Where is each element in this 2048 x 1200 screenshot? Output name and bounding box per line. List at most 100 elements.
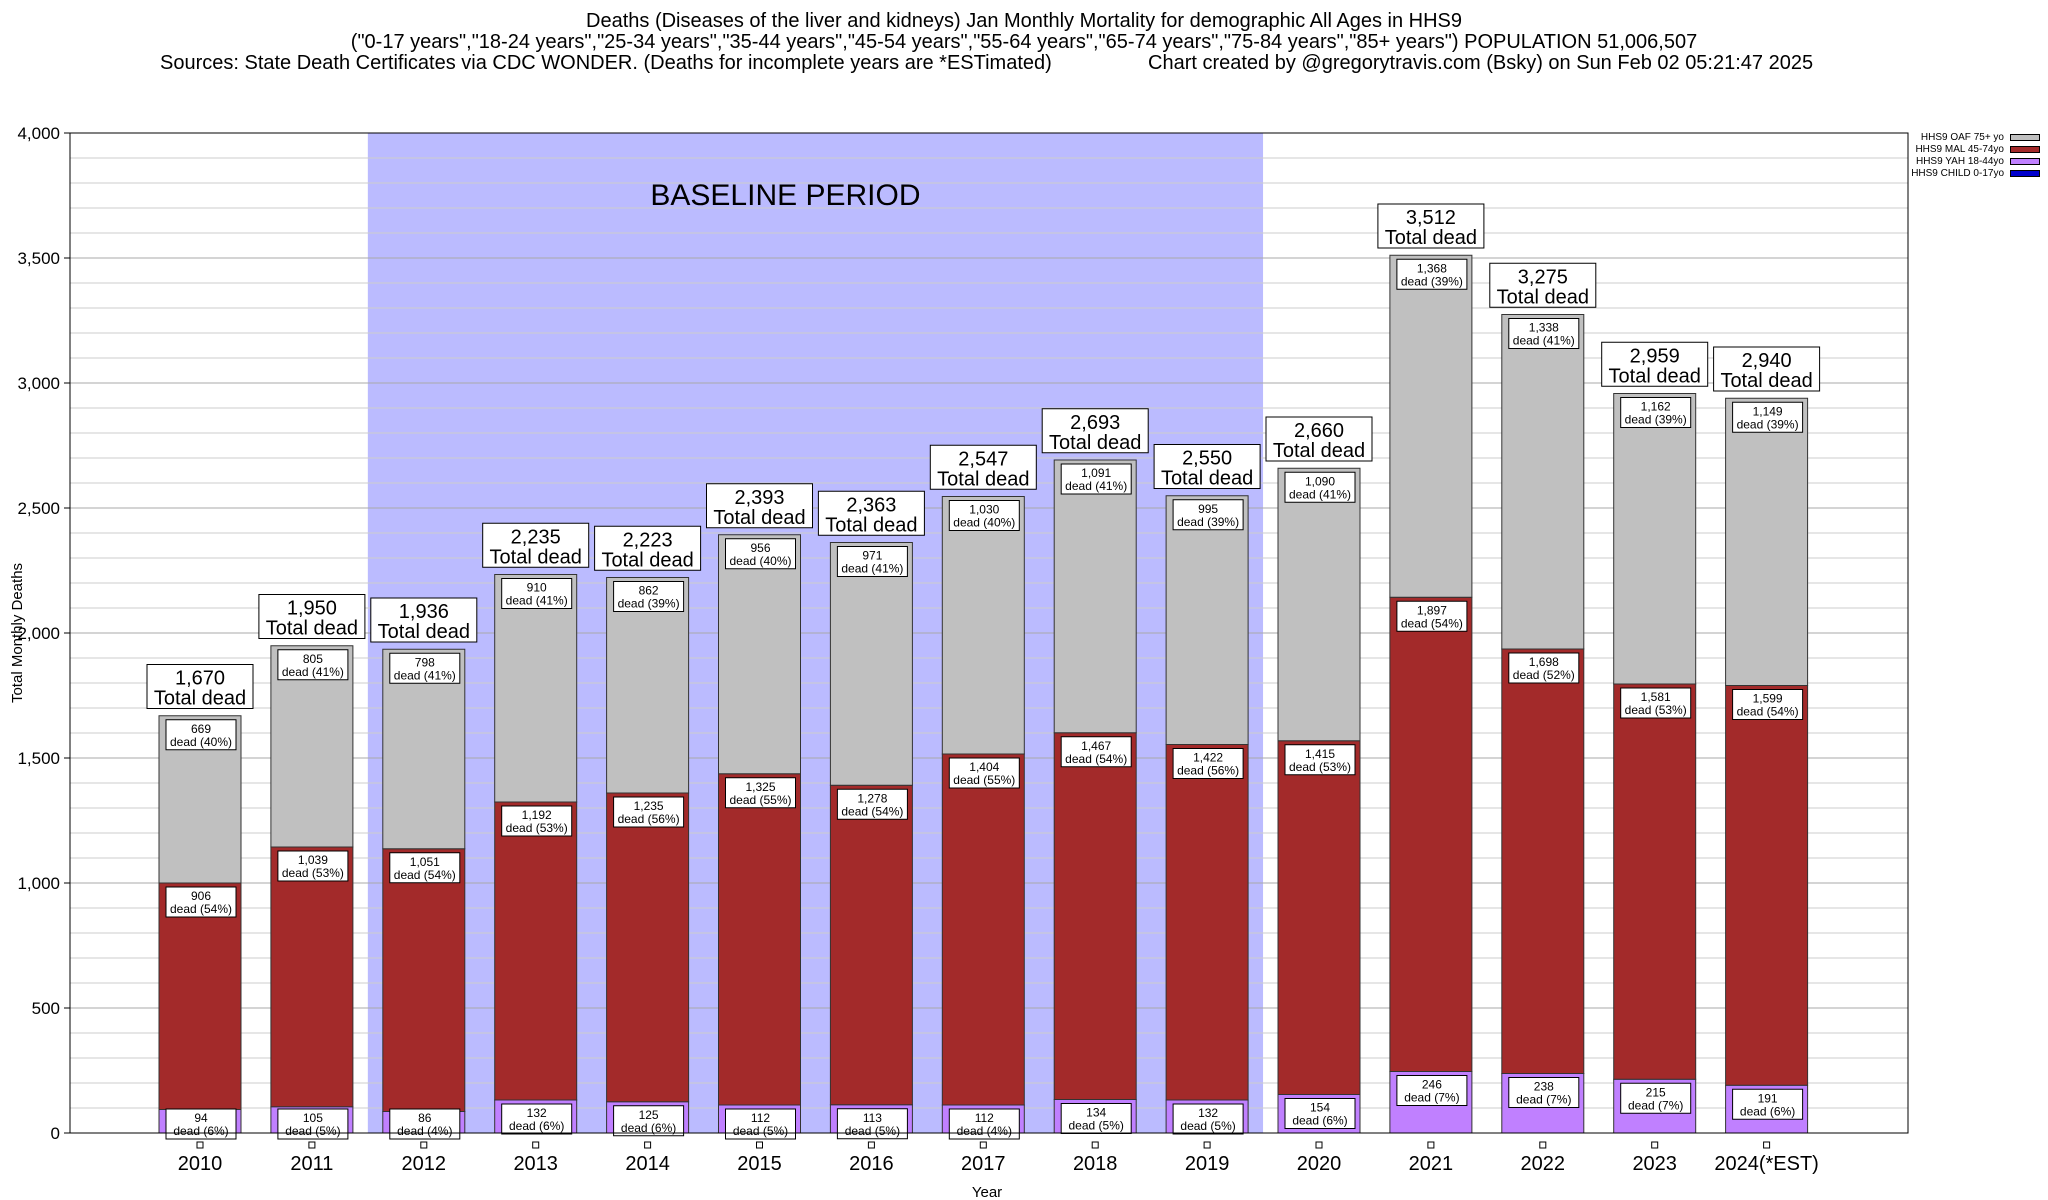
x-tick-label: 2015 bbox=[737, 1153, 782, 1175]
legend-item: HHS9 CHILD 0-17yo bbox=[1911, 167, 2040, 179]
bar-segment bbox=[829, 542, 913, 786]
segment-value-label: 86 bbox=[418, 1111, 432, 1125]
segment-label-box bbox=[501, 805, 573, 837]
segment-percent-label: dead (5%) bbox=[733, 1124, 788, 1138]
bar-segment bbox=[1389, 596, 1473, 1072]
segment-percent-label: dead (53%) bbox=[1625, 703, 1687, 717]
segment-value-label: 1,897 bbox=[1417, 603, 1447, 617]
bar-segment bbox=[494, 801, 578, 1101]
segment-percent-label: dead (39%) bbox=[618, 597, 680, 611]
segment-value-label: 956 bbox=[750, 541, 770, 555]
chart-legend: HHS9 OAF 75+ yo HHS9 MAL 45-74yo HHS9 YA… bbox=[1911, 131, 2040, 179]
x-axis-title: Year bbox=[972, 1184, 1002, 1200]
segment-label-box bbox=[1060, 463, 1132, 495]
segment-percent-label: dead (6%) bbox=[1292, 1114, 1347, 1128]
segment-percent-label: dead (55%) bbox=[953, 773, 1015, 787]
segment-label-box bbox=[1396, 258, 1468, 290]
x-tick-marker bbox=[1651, 1141, 1659, 1149]
legend-item: HHS9 MAL 45-74yo bbox=[1911, 143, 2040, 155]
segment-percent-label: dead (5%) bbox=[1180, 1119, 1235, 1133]
segment-label-box bbox=[165, 1108, 237, 1140]
bar-segment bbox=[1725, 685, 1809, 1086]
segment-percent-label: dead (5%) bbox=[285, 1124, 340, 1138]
y-tick-label: 2,500 bbox=[17, 499, 60, 518]
legend-swatch bbox=[2010, 145, 2040, 153]
legend-item: HHS9 YAH 18-44yo bbox=[1911, 155, 2040, 167]
segment-label-box bbox=[836, 1108, 908, 1140]
segment-label-box bbox=[1172, 748, 1244, 779]
segment-value-label: 1,278 bbox=[857, 791, 887, 805]
segment-percent-label: dead (41%) bbox=[506, 594, 568, 608]
x-tick-label: 2011 bbox=[290, 1153, 333, 1175]
segment-percent-label: dead (4%) bbox=[957, 1124, 1012, 1138]
y-tick-label: 1,500 bbox=[17, 749, 60, 768]
x-tick-marker bbox=[1539, 1141, 1547, 1149]
segment-percent-label: dead (56%) bbox=[1177, 764, 1239, 778]
segment-value-label: 1,162 bbox=[1641, 400, 1671, 414]
x-tick-label: 2021 bbox=[1409, 1153, 1454, 1175]
bar-segment bbox=[718, 534, 801, 775]
total-suffix-label: Total dead bbox=[1385, 227, 1477, 249]
total-suffix-label: Total dead bbox=[1720, 370, 1812, 392]
segment-value-label: 1,090 bbox=[1305, 474, 1335, 488]
bar-segment bbox=[1277, 467, 1361, 742]
segment-label-box bbox=[1732, 401, 1804, 433]
segment-label-box bbox=[1508, 318, 1580, 349]
total-suffix-label: Total dead bbox=[1497, 286, 1589, 308]
total-suffix-label: Total dead bbox=[937, 468, 1029, 490]
segment-label-box bbox=[1396, 1075, 1468, 1106]
y-tick-label: 3,500 bbox=[17, 249, 60, 268]
segment-label-box bbox=[836, 788, 908, 820]
total-value-label: 2,940 bbox=[1742, 350, 1792, 372]
segment-value-label: 132 bbox=[1198, 1106, 1218, 1120]
x-tick-marker bbox=[1763, 1141, 1771, 1149]
total-label-box bbox=[817, 490, 925, 536]
x-tick-marker bbox=[1427, 1141, 1435, 1149]
segment-value-label: 1,051 bbox=[410, 855, 440, 869]
total-label-box bbox=[1601, 341, 1709, 387]
segment-value-label: 125 bbox=[639, 1108, 659, 1122]
total-label-box bbox=[370, 597, 478, 643]
total-value-label: 2,660 bbox=[1294, 420, 1344, 442]
segment-percent-label: dead (53%) bbox=[506, 821, 568, 835]
total-suffix-label: Total dead bbox=[266, 618, 358, 640]
segment-percent-label: dead (39%) bbox=[1737, 417, 1799, 431]
bar-segment bbox=[941, 496, 1025, 755]
total-label-box bbox=[706, 483, 813, 529]
total-value-label: 2,547 bbox=[958, 448, 1008, 470]
segment-percent-label: dead (5%) bbox=[845, 1124, 900, 1138]
total-label-box bbox=[1713, 346, 1821, 392]
segment-percent-label: dead (54%) bbox=[394, 868, 456, 882]
y-tick-label: 500 bbox=[32, 999, 60, 1018]
bar-segment bbox=[494, 574, 578, 803]
x-tick-marker bbox=[644, 1141, 652, 1149]
baseline-period-label: BASELINE PERIOD bbox=[650, 179, 920, 212]
segment-percent-label: dead (6%) bbox=[509, 1119, 564, 1133]
segment-value-label: 105 bbox=[303, 1111, 323, 1125]
total-label-box bbox=[929, 444, 1037, 490]
segment-label-box bbox=[725, 1108, 796, 1140]
total-suffix-label: Total dead bbox=[1161, 468, 1253, 490]
segment-percent-label: dead (41%) bbox=[394, 668, 456, 682]
total-value-label: 2,363 bbox=[846, 494, 896, 516]
bar-segment bbox=[1613, 393, 1697, 685]
segment-label-box bbox=[1060, 1103, 1132, 1134]
total-label-box bbox=[1489, 262, 1597, 308]
segment-percent-label: dead (41%) bbox=[1513, 334, 1575, 348]
plot-frame bbox=[69, 132, 1909, 1134]
segment-value-label: 1,039 bbox=[298, 853, 328, 867]
bar-segment bbox=[1389, 254, 1473, 598]
segment-value-label: 995 bbox=[1198, 502, 1218, 516]
segment-percent-label: dead (41%) bbox=[841, 562, 903, 576]
segment-value-label: 191 bbox=[1758, 1091, 1778, 1105]
segment-value-label: 112 bbox=[975, 1111, 994, 1125]
bar-segment bbox=[1725, 397, 1809, 686]
segment-percent-label: dead (39%) bbox=[1177, 515, 1239, 529]
segment-label-box bbox=[389, 852, 461, 884]
y-tick-label: 3,000 bbox=[17, 374, 60, 393]
legend-label: HHS9 CHILD 0-17yo bbox=[1911, 167, 2004, 179]
segment-value-label: 1,192 bbox=[522, 808, 552, 822]
segment-percent-label: dead (7%) bbox=[1404, 1091, 1459, 1105]
segment-value-label: 1,422 bbox=[1193, 751, 1223, 765]
